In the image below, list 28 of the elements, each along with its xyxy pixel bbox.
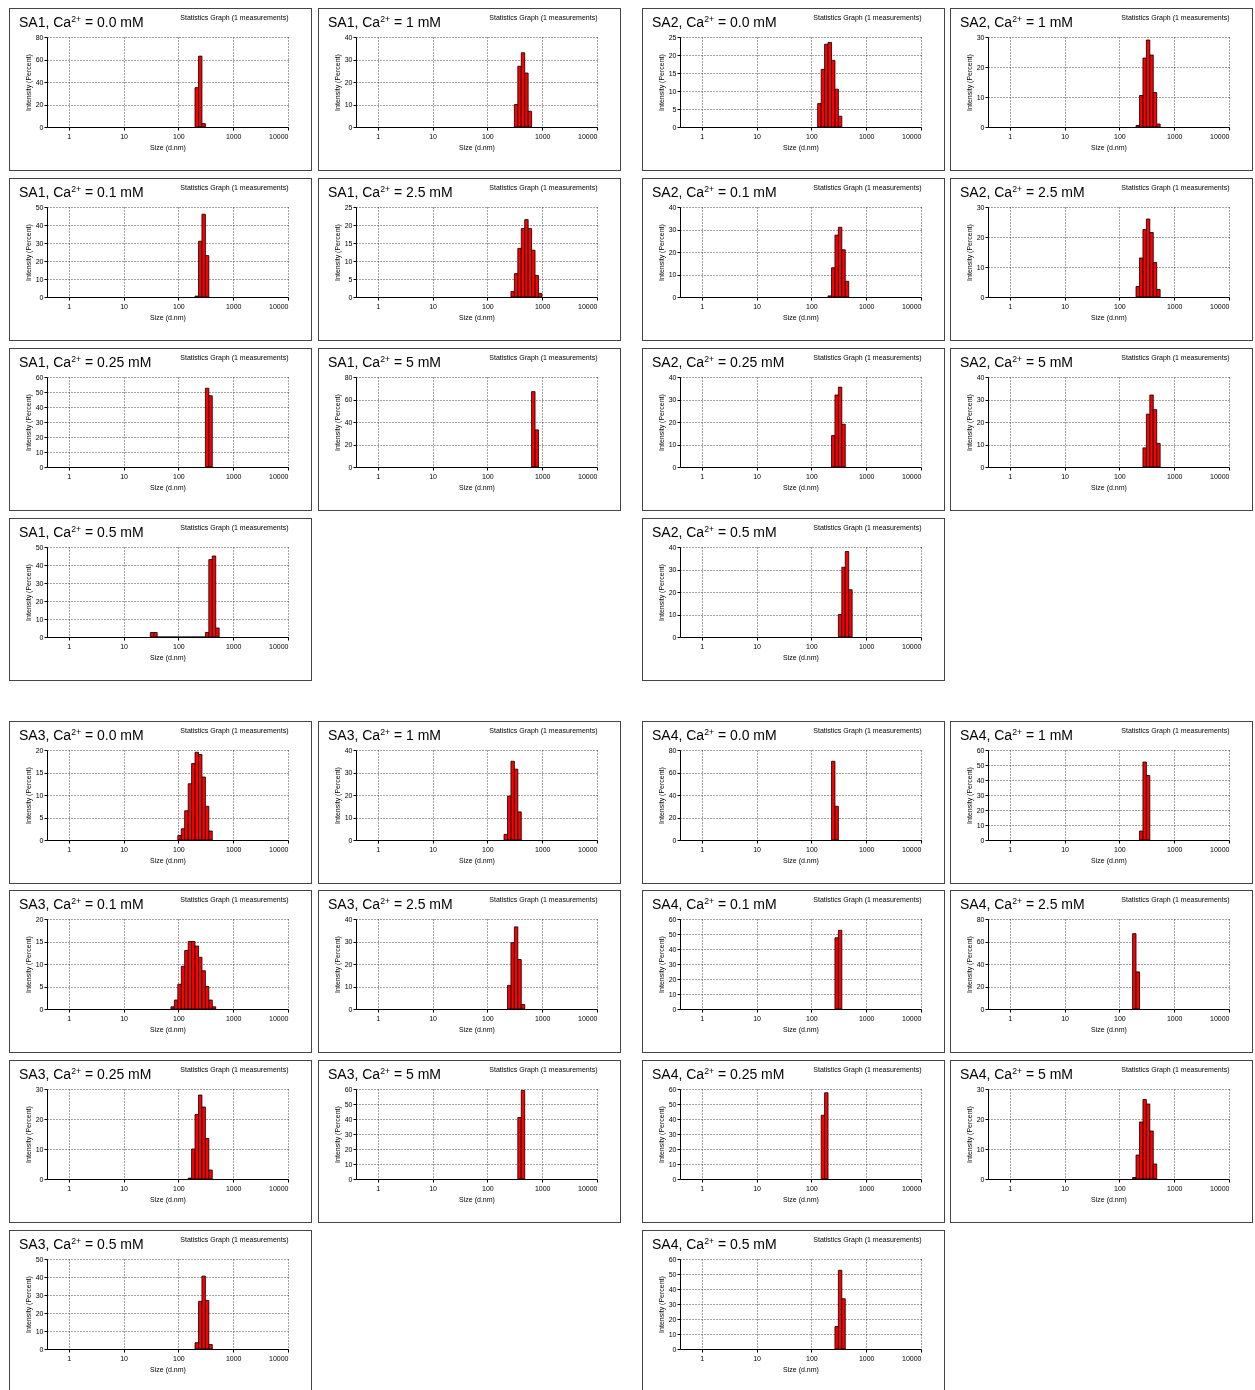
chart-title: SA2, Ca$^{2+}$ = 5 mM: [960, 354, 1073, 370]
chart-title: SA4, Ca$^{2+}$ = 0.1 mM: [652, 896, 777, 912]
chart-title: SA2, Ca$^{2+}$ = 0.0 mM: [652, 14, 777, 30]
chart-title: SA1, Ca$^{2+}$ = 0.1 mM: [19, 184, 144, 200]
chart-title: SA4, Ca$^{2+}$ = 0.5 mM: [652, 1236, 777, 1252]
chart-title: SA4, Ca$^{2+}$ = 1 mM: [960, 727, 1073, 743]
chart-title: SA3, Ca$^{2+}$ = 1 mM: [328, 727, 441, 743]
chart-title: SA1, Ca$^{2+}$ = 2.5 mM: [328, 184, 453, 200]
chart-title: SA1, Ca$^{2+}$ = 0.0 mM: [19, 14, 144, 30]
chart-title: SA3, Ca$^{2+}$ = 5 mM: [328, 1066, 441, 1082]
chart-title: SA4, Ca$^{2+}$ = 5 mM: [960, 1066, 1073, 1082]
chart-title: SA4, Ca$^{2+}$ = 2.5 mM: [960, 896, 1085, 912]
chart-title: SA2, Ca$^{2+}$ = 0.25 mM: [652, 354, 785, 370]
chart-title: SA2, Ca$^{2+}$ = 0.1 mM: [652, 184, 777, 200]
chart-title: SA3, Ca$^{2+}$ = 2.5 mM: [328, 896, 453, 912]
chart-title: SA3, Ca$^{2+}$ = 0.0 mM: [19, 727, 144, 743]
chart-title: SA1, Ca$^{2+}$ = 0.25 mM: [19, 354, 152, 370]
chart-title: SA3, Ca$^{2+}$ = 0.1 mM: [19, 896, 144, 912]
chart-title: SA3, Ca$^{2+}$ = 0.25 mM: [19, 1066, 152, 1082]
chart-title: SA2, Ca$^{2+}$ = 1 mM: [960, 14, 1073, 30]
chart-title: SA2, Ca$^{2+}$ = 2.5 mM: [960, 184, 1085, 200]
chart-title: SA1, Ca$^{2+}$ = 1 mM: [328, 14, 441, 30]
chart-title: SA4, Ca$^{2+}$ = 0.25 mM: [652, 1066, 785, 1082]
chart-title: SA1, Ca$^{2+}$ = 0.5 mM: [19, 524, 144, 540]
chart-title: SA4, Ca$^{2+}$ = 0.0 mM: [652, 727, 777, 743]
chart-title: SA3, Ca$^{2+}$ = 0.5 mM: [19, 1236, 144, 1252]
chart-title: SA2, Ca$^{2+}$ = 0.5 mM: [652, 524, 777, 540]
chart-title: SA1, Ca$^{2+}$ = 5 mM: [328, 354, 441, 370]
